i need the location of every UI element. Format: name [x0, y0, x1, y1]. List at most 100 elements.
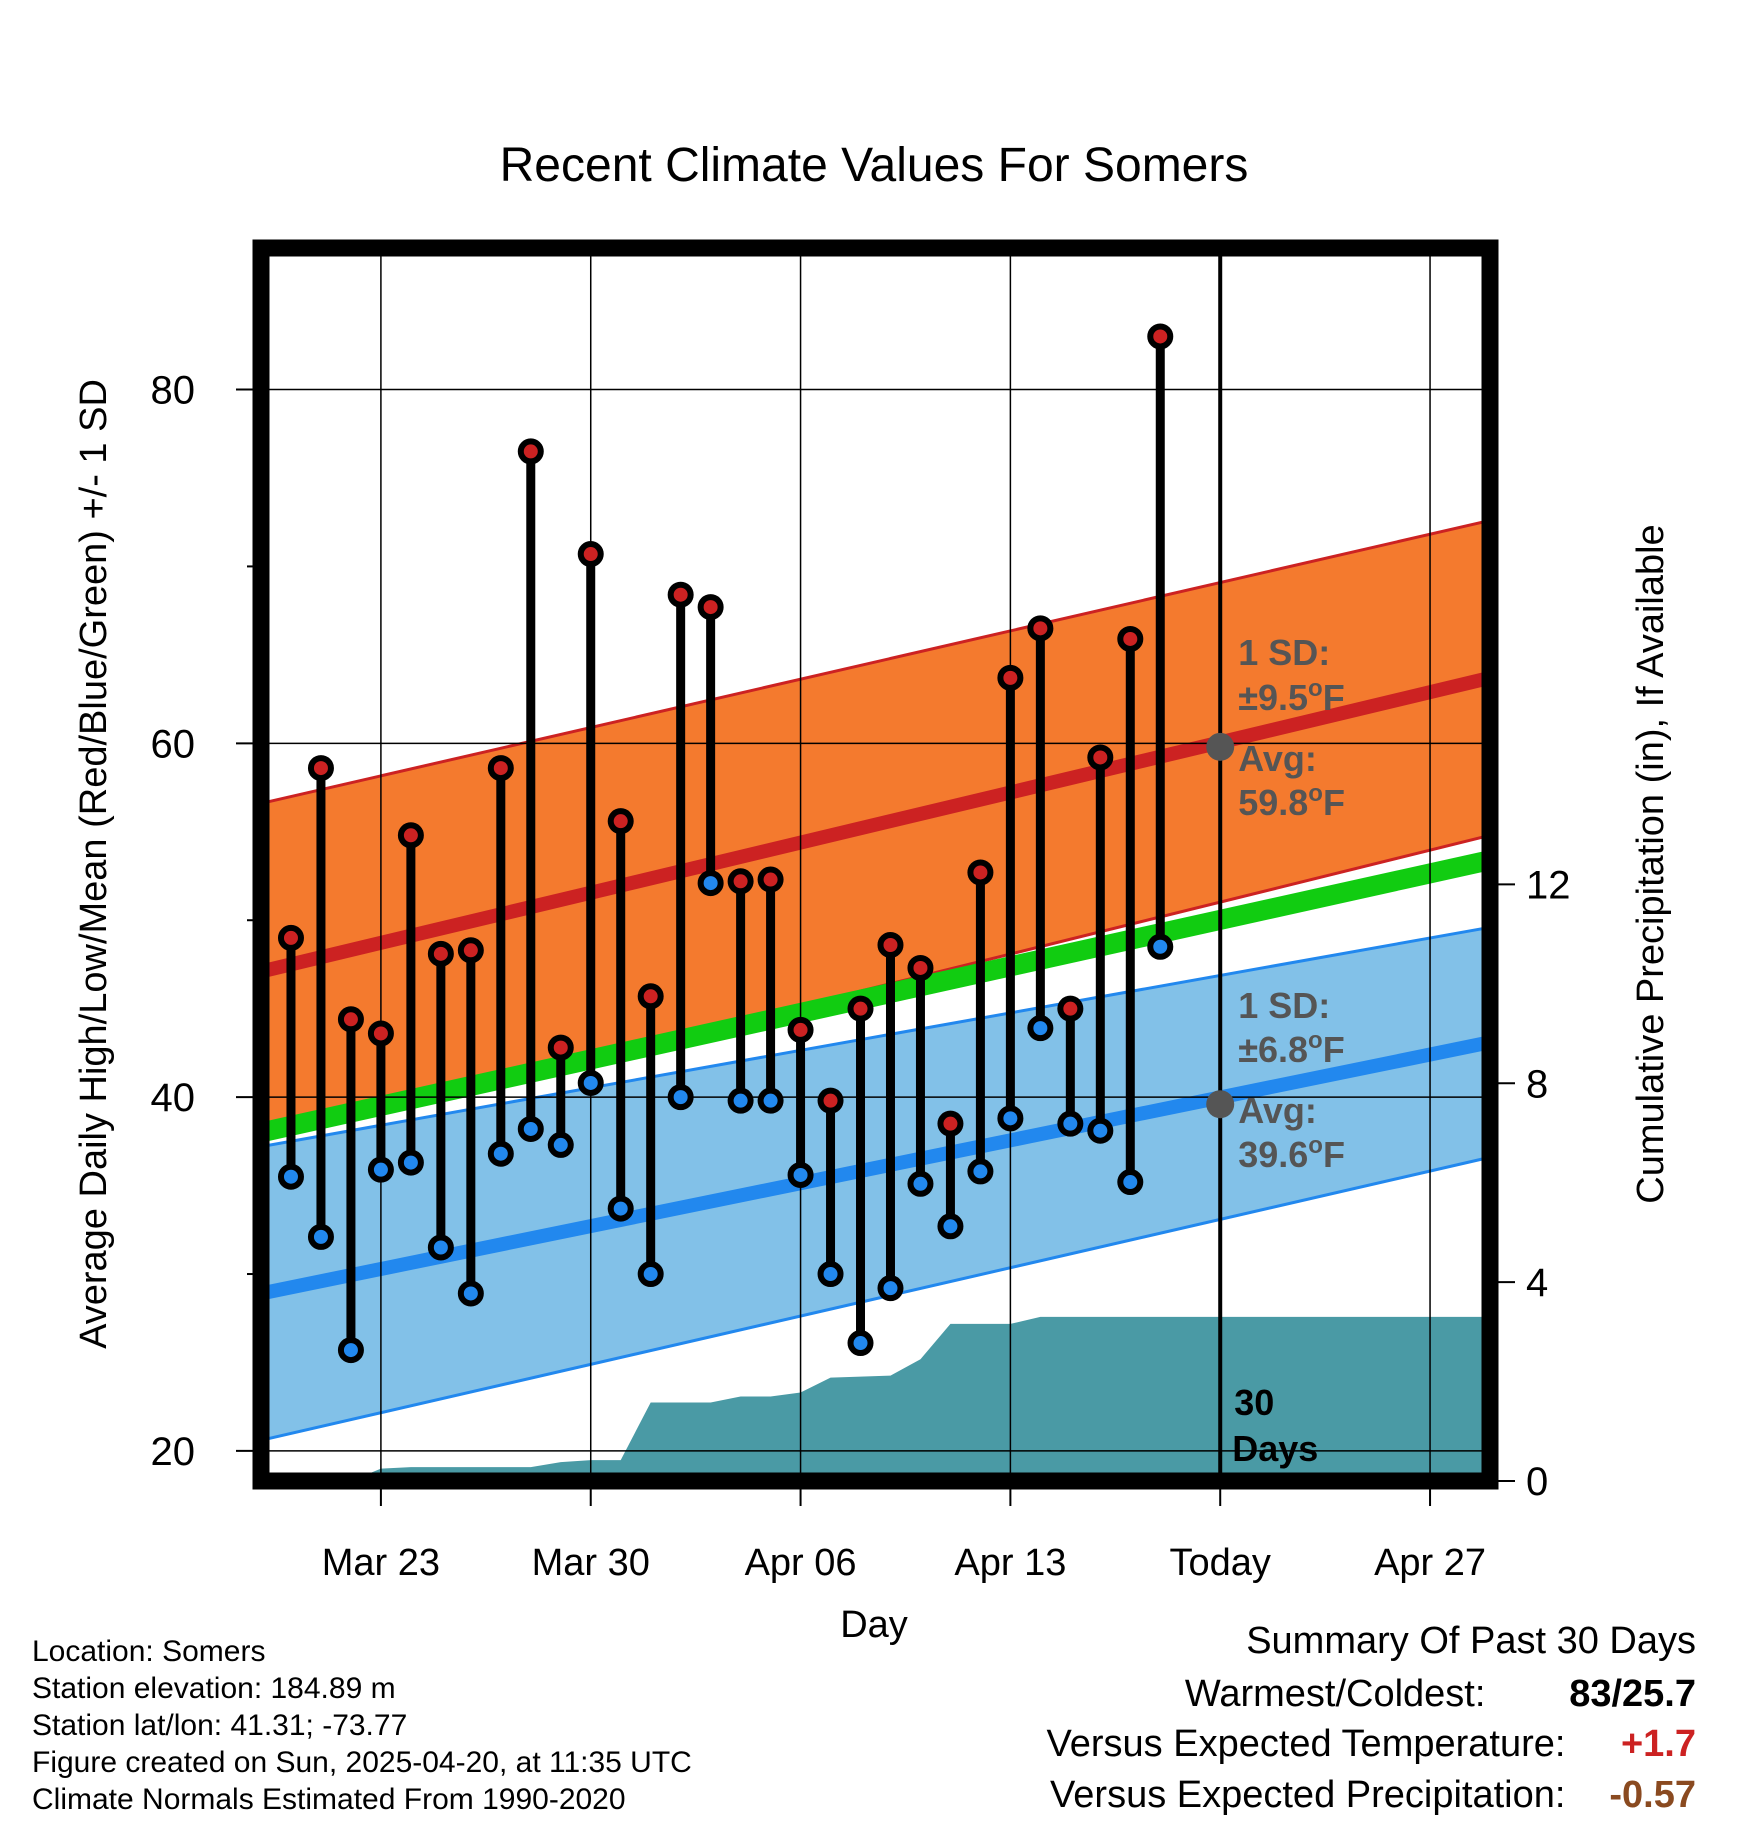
summary-title: Summary Of Past 30 Days [1246, 1620, 1696, 1662]
y-tick-label-2: 60 [151, 722, 196, 766]
low-point-25 [997, 1105, 1024, 1132]
low-point-5 [397, 1149, 424, 1176]
x-axis-label: Day [840, 1604, 908, 1646]
low-point-10 [547, 1131, 574, 1158]
normals-text: Climate Normals Estimated From 1990-2020 [32, 1783, 626, 1816]
observations [277, 323, 1174, 1364]
y-tick-label-3: 80 [151, 369, 196, 413]
high-point-5 [397, 822, 424, 849]
created-text: Figure created on Sun, 2025-04-20, at 11… [32, 1746, 692, 1779]
low-point-24 [967, 1158, 994, 1185]
low-point-26 [1027, 1015, 1054, 1042]
high-point-6 [427, 940, 454, 967]
today-days-label-1: 30 [1234, 1382, 1274, 1423]
latlon-text: Station lat/lon: 41.31; -73.77 [32, 1709, 408, 1742]
precipitation-area [261, 1316, 1490, 1481]
high-point-10 [547, 1034, 574, 1061]
temp-anomaly-value: +1.7 [1620, 1723, 1696, 1765]
normal-bands [258, 518, 1493, 1442]
high-point-13 [637, 983, 664, 1010]
high-point-30 [1147, 323, 1174, 350]
low-avg-dot [1206, 1090, 1235, 1119]
x-tick-label-3: Apr 13 [954, 1542, 1066, 1584]
warmest-value: 83/25.7 [1569, 1673, 1696, 1715]
x-tick-label-4: Today [1170, 1542, 1271, 1584]
y2-axis-label: Cumulative Precipitation (in), If Availa… [1630, 524, 1672, 1203]
high-point-23 [937, 1110, 964, 1137]
low-upper-line [260, 925, 1491, 1149]
high-point-15 [697, 594, 724, 621]
precip-area-fill [261, 1316, 1490, 1481]
high-point-21 [877, 931, 904, 958]
low-sd-band [261, 927, 1490, 1441]
chart-title: Recent Climate Values For Somers [500, 139, 1249, 192]
axes: 20 40 60 80 0 4 8 12 Mar 23 Mar 30 Apr 06 Apr 13 Tod… [151, 369, 1571, 1584]
high-point-4 [367, 1020, 394, 1047]
precip-anomaly-label: Versus Expected Precipitation: [1050, 1774, 1566, 1816]
high-sd-label: 1 SD: [1238, 632, 1330, 673]
high-point-9 [517, 438, 544, 465]
low-point-15 [697, 870, 724, 897]
y2-tick-label-3: 12 [1526, 863, 1571, 907]
summary-temp-row: Versus Expected Temperature: +1.7 [1047, 1723, 1696, 1766]
low-lower-line [260, 1155, 1491, 1442]
location-text: Location: Somers [32, 1635, 266, 1668]
high-point-7 [457, 937, 484, 964]
high-upper-line [260, 518, 1491, 805]
low-point-4 [367, 1156, 394, 1183]
summary-warmest-row: Warmest/Coldest: 83/25.7 [1185, 1673, 1696, 1716]
high-avg-value: 59.8oF [1238, 780, 1345, 823]
high-point-27 [1057, 995, 1084, 1022]
high-sd-value: ±9.5oF [1238, 675, 1344, 718]
high-point-17 [757, 866, 784, 893]
high-point-12 [607, 808, 634, 835]
high-point-26 [1027, 615, 1054, 642]
elevation-text: Station elevation: 184.89 m [32, 1672, 396, 1705]
low-normal-line [259, 1035, 1492, 1301]
high-point-18 [787, 1016, 814, 1043]
plot-frame [252, 239, 1499, 1490]
y-axis-label: Average Daily High/Low/Mean (Red/Blue/Gr… [73, 379, 115, 1349]
high-point-11 [577, 541, 604, 568]
precip-anomaly-value: -0.57 [1609, 1774, 1696, 1816]
high-point-3 [337, 1006, 364, 1033]
low-point-27 [1057, 1110, 1084, 1137]
low-point-3 [337, 1337, 364, 1364]
y-tick-label-1: 40 [151, 1076, 196, 1120]
low-point-23 [937, 1213, 964, 1240]
temp-anomaly-label: Versus Expected Temperature: [1046, 1723, 1566, 1765]
high-point-28 [1087, 744, 1114, 771]
low-point-2 [307, 1223, 334, 1250]
low-point-6 [427, 1234, 454, 1261]
high-point-14 [667, 581, 694, 608]
high-avg-label: Avg: [1238, 738, 1317, 779]
low-sd-value: ±6.8oF [1238, 1027, 1344, 1070]
low-avg-label: Avg: [1238, 1090, 1317, 1131]
low-point-17 [757, 1087, 784, 1114]
high-point-20 [847, 995, 874, 1022]
low-point-21 [877, 1275, 904, 1302]
high-avg-dot [1206, 732, 1235, 761]
high-point-1 [277, 924, 304, 951]
y2-tick-label-2: 8 [1526, 1062, 1548, 1106]
low-point-9 [517, 1115, 544, 1142]
low-point-28 [1087, 1117, 1114, 1144]
station-info: Location: Somers Station elevation: 184.… [32, 1633, 692, 1818]
low-point-19 [817, 1261, 844, 1288]
low-sd-label: 1 SD: [1238, 985, 1330, 1026]
high-point-24 [967, 859, 994, 886]
y2-tick-label-0: 0 [1526, 1460, 1548, 1504]
low-point-16 [727, 1087, 754, 1114]
low-point-22 [907, 1170, 934, 1197]
high-point-2 [307, 755, 334, 782]
low-point-7 [457, 1280, 484, 1307]
mean-normal-line [258, 850, 1493, 1143]
summary-precip-row: Versus Expected Precipitation: -0.57 [1050, 1774, 1696, 1817]
low-point-18 [787, 1161, 814, 1188]
low-point-11 [577, 1069, 604, 1096]
low-avg-value: 39.6oF [1238, 1132, 1345, 1175]
low-point-13 [637, 1261, 664, 1288]
low-point-14 [667, 1084, 694, 1111]
x-tick-label-2: Apr 06 [745, 1542, 857, 1584]
